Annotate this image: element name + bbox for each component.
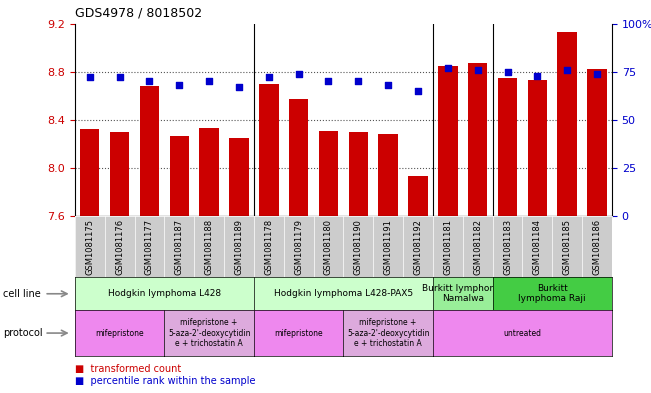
Bar [229, 138, 249, 216]
Point [174, 82, 184, 88]
Text: GSM1081189: GSM1081189 [234, 219, 243, 275]
Bar [289, 99, 309, 216]
Bar [110, 132, 130, 216]
Text: mifepristone: mifepristone [274, 329, 323, 338]
Text: Hodgkin lymphoma L428: Hodgkin lymphoma L428 [108, 289, 221, 298]
Point [503, 69, 513, 75]
Text: GSM1081187: GSM1081187 [175, 219, 184, 275]
Text: GSM1081186: GSM1081186 [592, 219, 602, 275]
Bar [468, 63, 488, 216]
Bar [587, 69, 607, 216]
Text: GSM1081183: GSM1081183 [503, 219, 512, 275]
Point [294, 70, 304, 77]
Point [234, 84, 244, 90]
Point [115, 74, 125, 81]
Text: GDS4978 / 8018502: GDS4978 / 8018502 [75, 7, 202, 20]
Bar [528, 80, 547, 216]
Point [85, 74, 95, 81]
Text: untreated: untreated [503, 329, 542, 338]
Point [473, 67, 483, 73]
Text: mifepristone: mifepristone [95, 329, 144, 338]
Point [413, 88, 423, 94]
Point [383, 82, 393, 88]
Bar [408, 176, 428, 216]
Text: GSM1081176: GSM1081176 [115, 219, 124, 275]
Text: GSM1081180: GSM1081180 [324, 219, 333, 275]
Text: mifepristone +
5-aza-2'-deoxycytidin
e + trichostatin A: mifepristone + 5-aza-2'-deoxycytidin e +… [347, 318, 430, 348]
Point [532, 72, 542, 79]
Text: GSM1081179: GSM1081179 [294, 219, 303, 275]
Text: Burkitt lymphoma
Namalwa: Burkitt lymphoma Namalwa [422, 284, 504, 303]
Text: GSM1081190: GSM1081190 [354, 219, 363, 275]
Bar [349, 132, 368, 216]
Bar [438, 66, 458, 216]
Bar [259, 84, 279, 216]
Text: GSM1081185: GSM1081185 [562, 219, 572, 275]
Text: GSM1081175: GSM1081175 [85, 219, 94, 275]
Bar [170, 136, 189, 216]
Text: GSM1081188: GSM1081188 [204, 219, 214, 275]
Bar [199, 128, 219, 216]
Text: GSM1081182: GSM1081182 [473, 219, 482, 275]
Point [592, 70, 602, 77]
Bar [557, 32, 577, 216]
Point [562, 67, 572, 73]
Point [353, 78, 363, 84]
Point [324, 78, 334, 84]
Text: GSM1081181: GSM1081181 [443, 219, 452, 275]
Text: GSM1081178: GSM1081178 [264, 219, 273, 275]
Text: ■  transformed count: ■ transformed count [75, 364, 181, 375]
Bar [140, 86, 159, 216]
Bar [319, 131, 338, 216]
Text: protocol: protocol [3, 328, 43, 338]
Point [145, 78, 155, 84]
Text: Hodgkin lymphoma L428-PAX5: Hodgkin lymphoma L428-PAX5 [274, 289, 413, 298]
Point [443, 65, 453, 71]
Point [204, 78, 214, 84]
Text: mifepristone +
5-aza-2'-deoxycytidin
e + trichostatin A: mifepristone + 5-aza-2'-deoxycytidin e +… [168, 318, 251, 348]
Text: GSM1081177: GSM1081177 [145, 219, 154, 275]
Text: Burkitt
lymphoma Raji: Burkitt lymphoma Raji [518, 284, 586, 303]
Text: ■  percentile rank within the sample: ■ percentile rank within the sample [75, 376, 255, 386]
Text: GSM1081192: GSM1081192 [413, 219, 422, 275]
Bar [498, 78, 517, 216]
Text: GSM1081184: GSM1081184 [533, 219, 542, 275]
Bar [80, 129, 100, 216]
Point [264, 74, 274, 81]
Bar [378, 134, 398, 216]
Text: GSM1081191: GSM1081191 [383, 219, 393, 275]
Text: cell line: cell line [3, 289, 41, 299]
